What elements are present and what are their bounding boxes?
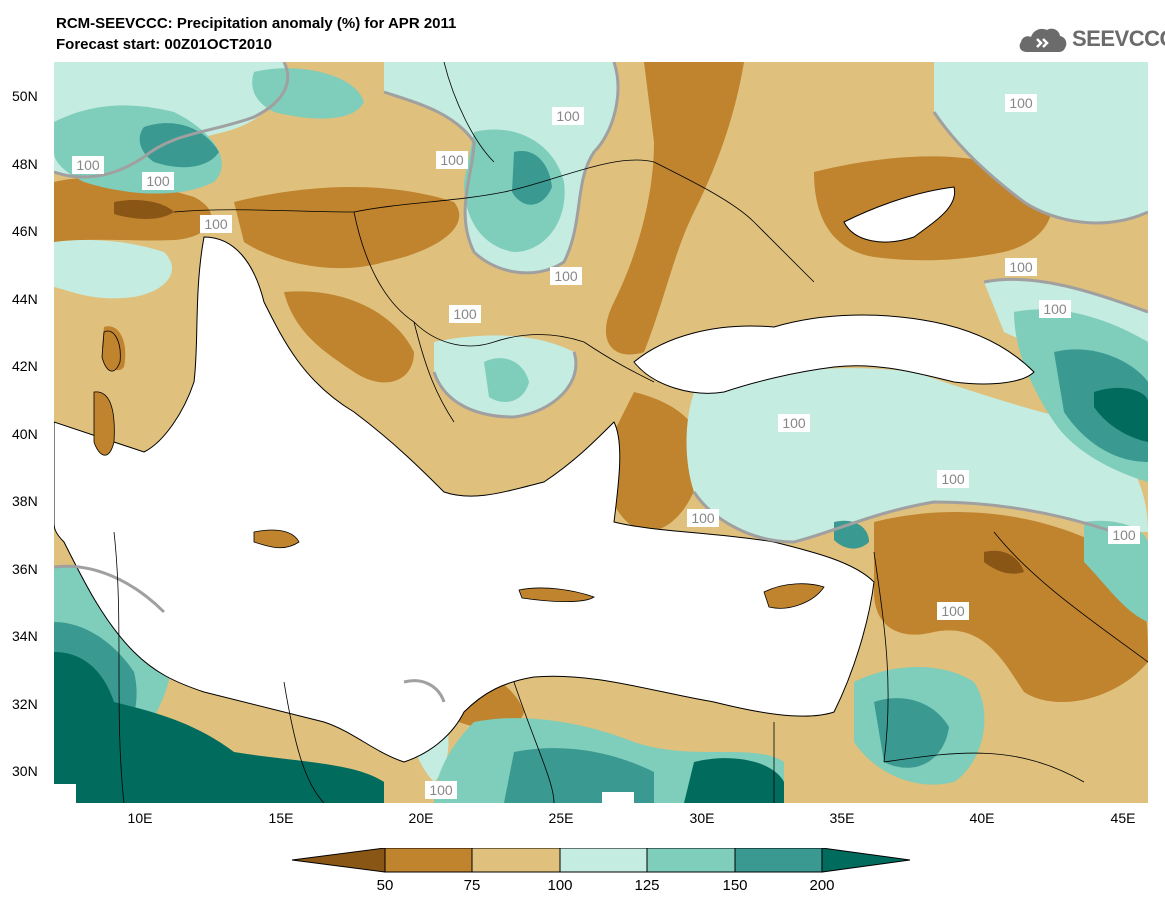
contour-label: 100 <box>425 781 457 799</box>
seevccc-logo: SEEVCCC <box>1017 24 1165 56</box>
islands <box>93 330 825 609</box>
colorbar-segment-below-50 <box>291 848 386 873</box>
contour-label: 100 <box>436 151 468 169</box>
lon-label: 10E <box>127 810 153 826</box>
svg-text:100: 100 <box>941 603 965 619</box>
colorbar-segment-50-75 <box>384 848 473 873</box>
logo-text: SEEVCCC <box>1072 26 1165 51</box>
contour-label: 100 <box>200 215 232 233</box>
contour-label: 100 <box>72 156 104 174</box>
anomaly-50-75-zones <box>54 62 1148 729</box>
lat-label: 48N <box>12 156 38 172</box>
anomaly-below-50-zones <box>114 200 1024 574</box>
contour-label: 100 <box>1005 258 1037 276</box>
lon-label: 45E <box>1110 810 1136 826</box>
lat-label: 30N <box>12 763 38 779</box>
lat-label: 44N <box>12 291 38 307</box>
colorbar-label: 100 <box>547 877 573 894</box>
lat-label: 36N <box>12 561 38 577</box>
lat-label: 34N <box>12 628 38 644</box>
svg-text:100: 100 <box>556 108 580 124</box>
lon-label: 15E <box>268 810 294 826</box>
colorbar-segment-150-200 <box>734 848 823 873</box>
lat-label: 46N <box>12 223 38 239</box>
cloud-icon <box>1019 28 1067 52</box>
lon-label: 20E <box>408 810 434 826</box>
lon-label: 40E <box>969 810 995 826</box>
colorbar-label: 75 <box>463 877 481 894</box>
svg-text:100: 100 <box>204 216 228 232</box>
lon-label: 25E <box>548 810 574 826</box>
lon-label: 30E <box>689 810 715 826</box>
contour-100-lines <box>54 62 1148 703</box>
contour-label: 100 <box>1005 94 1037 112</box>
colorbar <box>291 848 911 873</box>
contour-label: 100 <box>1039 300 1071 318</box>
lon-label: 35E <box>829 810 855 826</box>
svg-text:100: 100 <box>146 173 170 189</box>
colorbar-segment-75-100 <box>471 848 561 873</box>
colorbar-segment-100-125 <box>559 848 648 873</box>
contour-label: 100 <box>449 305 481 323</box>
contour-label: 100 <box>687 509 719 527</box>
no-data-patch <box>602 792 634 803</box>
map-title: RCM-SEEVCCC: Precipitation anomaly (%) f… <box>56 15 457 32</box>
contour-label: 100 <box>778 414 810 432</box>
contour-label: 100 <box>550 267 582 285</box>
svg-text:100: 100 <box>76 157 100 173</box>
lat-label: 40N <box>12 426 38 442</box>
sea-mask <box>54 186 1035 763</box>
contour-label: 100 <box>142 172 174 190</box>
colorbar-segment-above-200 <box>821 848 911 873</box>
svg-text:100: 100 <box>1009 95 1033 111</box>
lat-label: 32N <box>12 696 38 712</box>
forecast-start-subtitle: Forecast start: 00Z01OCT2010 <box>56 36 272 53</box>
colorbar-label: 200 <box>809 877 835 894</box>
no-data-patch <box>54 784 76 803</box>
contour-labels: 100 100 100 100 100 100 100 100 100 100 … <box>72 94 1140 799</box>
svg-text:100: 100 <box>691 510 715 526</box>
colorbar-label: 150 <box>722 877 748 894</box>
svg-text:100: 100 <box>1043 301 1067 317</box>
precipitation-anomaly-map: 100 100 100 100 100 100 100 100 100 100 … <box>54 62 1148 803</box>
svg-text:100: 100 <box>453 306 477 322</box>
svg-text:100: 100 <box>1009 259 1033 275</box>
contour-label: 100 <box>1108 526 1140 544</box>
svg-text:100: 100 <box>782 415 806 431</box>
colorbar-label: 50 <box>376 877 394 894</box>
contour-label: 100 <box>552 107 584 125</box>
svg-text:100: 100 <box>554 268 578 284</box>
lat-label: 42N <box>12 358 38 374</box>
svg-text:100: 100 <box>440 152 464 168</box>
country-borders <box>113 62 1148 803</box>
svg-text:100: 100 <box>941 471 965 487</box>
contour-label: 100 <box>937 470 969 488</box>
lat-label: 50N <box>12 88 38 104</box>
svg-text:100: 100 <box>429 782 453 798</box>
colorbar-segment-125-150 <box>646 848 736 873</box>
colorbar-label: 125 <box>634 877 660 894</box>
contour-label: 100 <box>937 602 969 620</box>
anomaly-above-200-zones <box>54 387 1148 803</box>
lat-label: 38N <box>12 493 38 509</box>
svg-text:100: 100 <box>1112 527 1136 543</box>
